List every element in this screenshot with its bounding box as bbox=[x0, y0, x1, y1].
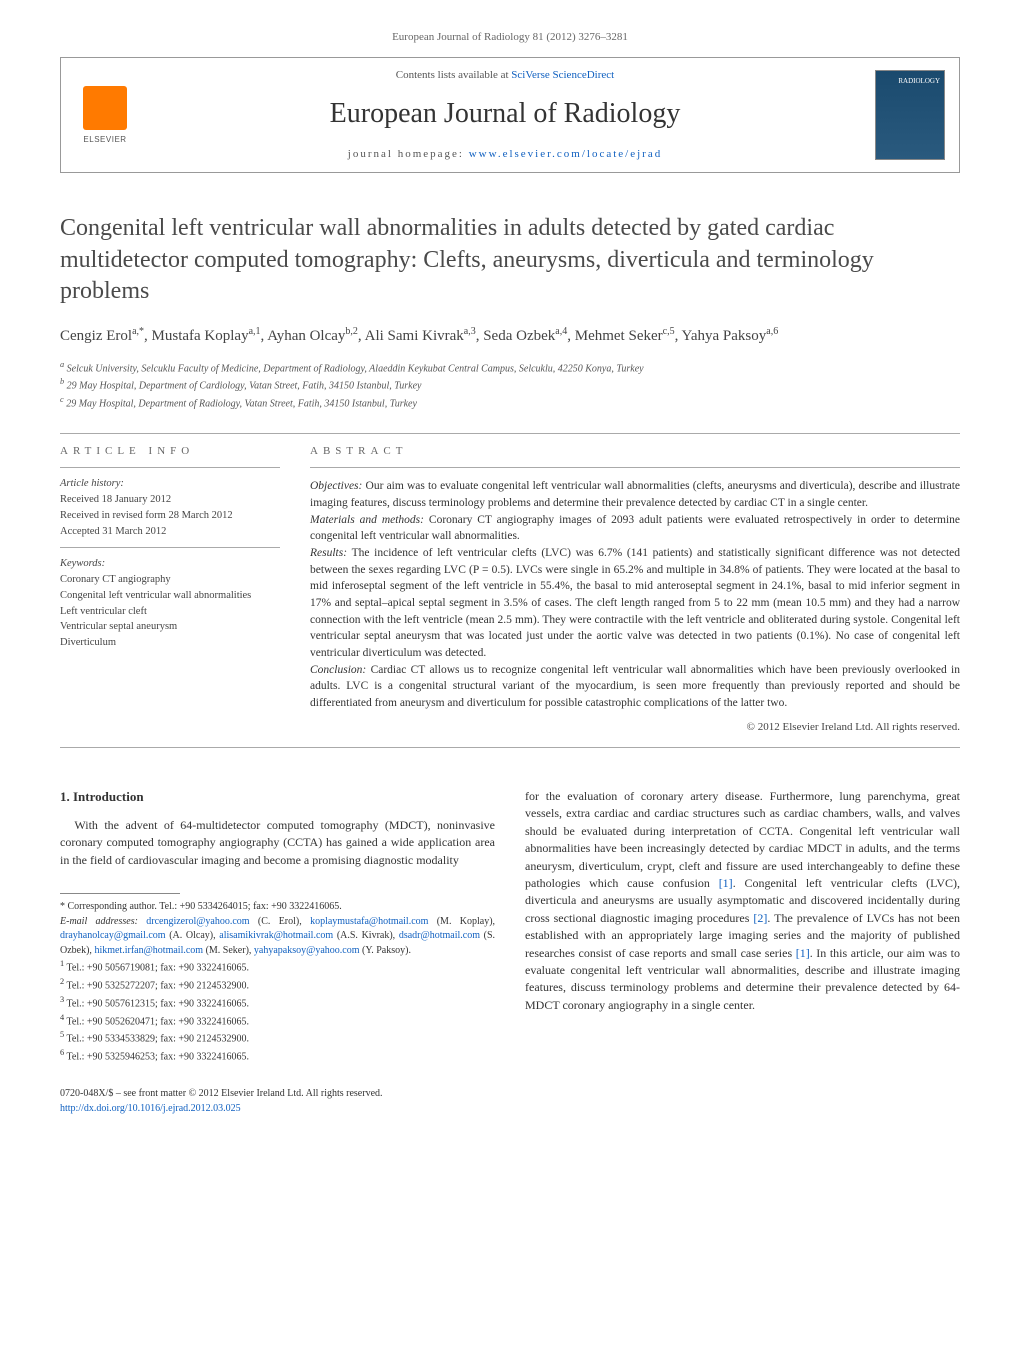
doi-block: 0720-048X/$ – see front matter © 2012 El… bbox=[60, 1087, 495, 1116]
email-link[interactable]: hikmet.irfan@hotmail.com bbox=[94, 945, 203, 956]
journal-cover-thumbnail: RADIOLOGY bbox=[875, 70, 945, 160]
contents-available-line: Contents lists available at SciVerse Sci… bbox=[155, 68, 855, 83]
abs-conclusion: Cardiac CT allows us to recognize congen… bbox=[310, 664, 960, 709]
tel-footnote: 5 Tel.: +90 5334533829; fax: +90 2124532… bbox=[60, 1029, 495, 1047]
email-link[interactable]: drayhanolcay@gmail.com bbox=[60, 930, 166, 941]
history-accepted: Accepted 31 March 2012 bbox=[60, 524, 280, 540]
email-link[interactable]: yahyapaksoy@yahoo.com bbox=[254, 945, 360, 956]
front-matter-line: 0720-048X/$ – see front matter © 2012 El… bbox=[60, 1087, 495, 1102]
footnotes: * Corresponding author. Tel.: +90 533426… bbox=[60, 893, 495, 1065]
keyword: Left ventricular cleft bbox=[60, 604, 280, 620]
abs-conclusion-label: Conclusion: bbox=[310, 664, 366, 676]
keyword: Ventricular septal aneurysm bbox=[60, 619, 280, 635]
author: Yahya Paksoya,6 bbox=[682, 328, 779, 344]
abs-results-label: Results: bbox=[310, 547, 347, 559]
abs-methods-label: Materials and methods: bbox=[310, 514, 424, 526]
abstract-heading: abstract bbox=[310, 434, 960, 467]
author: Ali Sami Kivraka,3 bbox=[365, 328, 476, 344]
tel-footnote: 1 Tel.: +90 5056719081; fax: +90 3322416… bbox=[60, 958, 495, 976]
affiliation-c: c 29 May Hospital, Department of Radiolo… bbox=[60, 394, 960, 411]
email-link[interactable]: dsadr@hotmail.com bbox=[399, 930, 480, 941]
doi-link[interactable]: http://dx.doi.org/10.1016/j.ejrad.2012.0… bbox=[60, 1103, 241, 1114]
homepage-prefix: journal homepage: bbox=[348, 148, 469, 160]
elsevier-logo: ELSEVIER bbox=[75, 83, 135, 148]
author: Mehmet Sekerc,5 bbox=[575, 328, 675, 344]
keyword: Coronary CT angiography bbox=[60, 572, 280, 588]
email-link[interactable]: alisamikivrak@hotmail.com bbox=[219, 930, 333, 941]
tel-footnote: 6 Tel.: +90 5325946253; fax: +90 3322416… bbox=[60, 1047, 495, 1065]
introduction-para-1: With the advent of 64-multidetector comp… bbox=[60, 817, 495, 869]
corresponding-author-note: * Corresponding author. Tel.: +90 533426… bbox=[60, 900, 495, 915]
homepage-line: journal homepage: www.elsevier.com/locat… bbox=[155, 147, 855, 162]
email-addresses: E-mail addresses: drcengizerol@yahoo.com… bbox=[60, 915, 495, 959]
article-title: Congenital left ventricular wall abnorma… bbox=[60, 213, 960, 307]
elsevier-tree-icon bbox=[83, 86, 127, 130]
footnote-rule bbox=[60, 893, 180, 894]
divider bbox=[60, 747, 960, 748]
cover-label: RADIOLOGY bbox=[876, 77, 944, 87]
author: Cengiz Erola,* bbox=[60, 328, 144, 344]
keyword: Congenital left ventricular wall abnorma… bbox=[60, 588, 280, 604]
author: Mustafa Koplaya,1 bbox=[152, 328, 261, 344]
affiliation-a: a Selcuk University, Selcuklu Faculty of… bbox=[60, 359, 960, 376]
citation-link[interactable]: [1] bbox=[796, 946, 810, 960]
article-history: Article history: Received 18 January 201… bbox=[60, 468, 280, 547]
citation-link[interactable]: [1] bbox=[719, 876, 733, 890]
history-revised: Received in revised form 28 March 2012 bbox=[60, 508, 280, 524]
author-list: Cengiz Erola,*, Mustafa Koplaya,1, Ayhan… bbox=[60, 325, 960, 347]
journal-header-box: ELSEVIER Contents lists available at Sci… bbox=[60, 57, 960, 173]
contents-prefix: Contents lists available at bbox=[396, 69, 511, 81]
email-label: E-mail addresses: bbox=[60, 916, 138, 927]
introduction-heading: 1. Introduction bbox=[60, 788, 495, 807]
affiliation-b: b 29 May Hospital, Department of Cardiol… bbox=[60, 376, 960, 393]
tel-footnote: 2 Tel.: +90 5325272207; fax: +90 2124532… bbox=[60, 976, 495, 994]
history-received: Received 18 January 2012 bbox=[60, 492, 280, 508]
keywords-block: Keywords: Coronary CT angiographyCongeni… bbox=[60, 548, 280, 659]
copyright-line: © 2012 Elsevier Ireland Ltd. All rights … bbox=[310, 720, 960, 735]
homepage-link[interactable]: www.elsevier.com/locate/ejrad bbox=[469, 148, 663, 160]
body-column-right: for the evaluation of coronary artery di… bbox=[525, 788, 960, 1116]
email-link[interactable]: koplaymustafa@hotmail.com bbox=[310, 916, 428, 927]
running-header: European Journal of Radiology 81 (2012) … bbox=[60, 30, 960, 45]
sciencedirect-link[interactable]: SciVerse ScienceDirect bbox=[511, 69, 614, 81]
keyword: Diverticulum bbox=[60, 635, 280, 651]
tel-footnote: 3 Tel.: +90 5057612315; fax: +90 3322416… bbox=[60, 994, 495, 1012]
body-column-left: 1. Introduction With the advent of 64-mu… bbox=[60, 788, 495, 1116]
affiliations: a Selcuk University, Selcuklu Faculty of… bbox=[60, 359, 960, 411]
history-label: Article history: bbox=[60, 476, 280, 492]
elsevier-label: ELSEVIER bbox=[83, 134, 126, 145]
email-link[interactable]: drcengizerol@yahoo.com bbox=[146, 916, 249, 927]
tel-footnote: 4 Tel.: +90 5052620471; fax: +90 3322416… bbox=[60, 1012, 495, 1030]
article-info-heading: article info bbox=[60, 434, 280, 467]
citation-link[interactable]: [2] bbox=[753, 911, 767, 925]
introduction-para-2: for the evaluation of coronary artery di… bbox=[525, 788, 960, 1014]
abs-objectives: Our aim was to evaluate congenital left … bbox=[310, 480, 960, 509]
abs-objectives-label: Objectives: bbox=[310, 480, 362, 492]
abs-results: The incidence of left ventricular clefts… bbox=[310, 547, 960, 659]
abstract-text: Objectives: Our aim was to evaluate cong… bbox=[310, 468, 960, 711]
author: Ayhan Olcayb,2 bbox=[267, 328, 358, 344]
author: Seda Ozbeka,4 bbox=[483, 328, 567, 344]
journal-title: European Journal of Radiology bbox=[155, 94, 855, 133]
keywords-label: Keywords: bbox=[60, 556, 280, 572]
